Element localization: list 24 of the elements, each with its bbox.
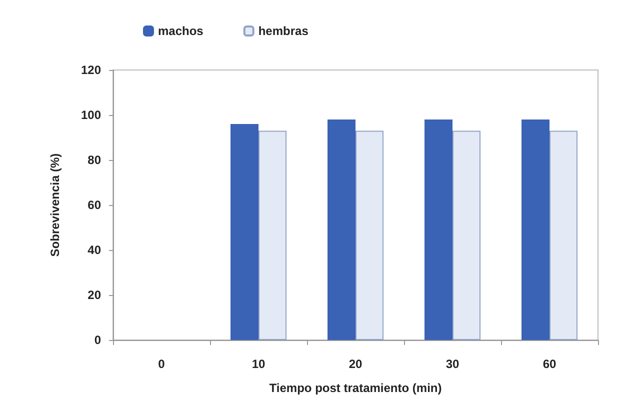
bar (328, 120, 356, 340)
bar (230, 124, 258, 340)
x-tick-label: 20 (348, 357, 362, 371)
bar (550, 130, 578, 340)
legend-label: machos (158, 24, 204, 38)
y-tick-label: 100 (80, 108, 102, 122)
y-tick-label: 40 (88, 243, 102, 257)
y-axis-title: Sobrevivencia (%) (48, 153, 62, 257)
y-tick-label: 120 (80, 63, 102, 77)
y-tick-label: 20 (88, 288, 102, 302)
bar (452, 130, 480, 340)
bar (522, 120, 550, 340)
y-tick-label: 80 (88, 153, 102, 167)
x-tick-label: 0 (158, 357, 166, 371)
x-tick-label: 60 (542, 357, 556, 371)
bar (356, 130, 384, 340)
y-tick-label: 60 (88, 198, 102, 212)
legend-label: hembras (258, 24, 309, 38)
x-axis-title: Tiempo post tratamiento (min) (269, 381, 442, 395)
x-tick-label: 30 (446, 357, 460, 371)
x-tick-label: 10 (252, 357, 266, 371)
bar (258, 130, 286, 340)
y-tick-label: 0 (94, 333, 102, 347)
bar (424, 120, 452, 340)
